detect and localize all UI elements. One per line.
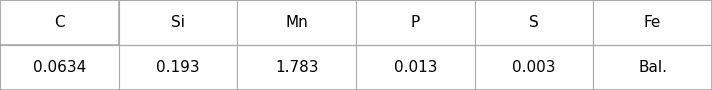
- Bar: [0, 45, 119, 90]
- Text: Mn: Mn: [286, 15, 308, 30]
- Bar: [0, 0, 119, 45]
- Text: 0.003: 0.003: [512, 60, 556, 75]
- Bar: [593, 45, 712, 90]
- Bar: [475, 45, 593, 90]
- Bar: [475, 0, 593, 45]
- Bar: [237, 45, 356, 90]
- Bar: [237, 0, 356, 45]
- Text: S: S: [529, 15, 539, 30]
- Text: C: C: [54, 15, 65, 30]
- Text: Si: Si: [171, 15, 185, 30]
- Bar: [119, 45, 237, 90]
- Bar: [593, 0, 712, 45]
- Bar: [119, 0, 237, 45]
- Text: 0.193: 0.193: [156, 60, 200, 75]
- Text: 0.013: 0.013: [394, 60, 437, 75]
- Bar: [356, 0, 475, 45]
- Text: P: P: [411, 15, 420, 30]
- Text: Bal.: Bal.: [638, 60, 667, 75]
- Text: 0.0634: 0.0634: [33, 60, 86, 75]
- Text: 1.783: 1.783: [275, 60, 318, 75]
- Bar: [356, 45, 475, 90]
- Text: Fe: Fe: [644, 15, 661, 30]
